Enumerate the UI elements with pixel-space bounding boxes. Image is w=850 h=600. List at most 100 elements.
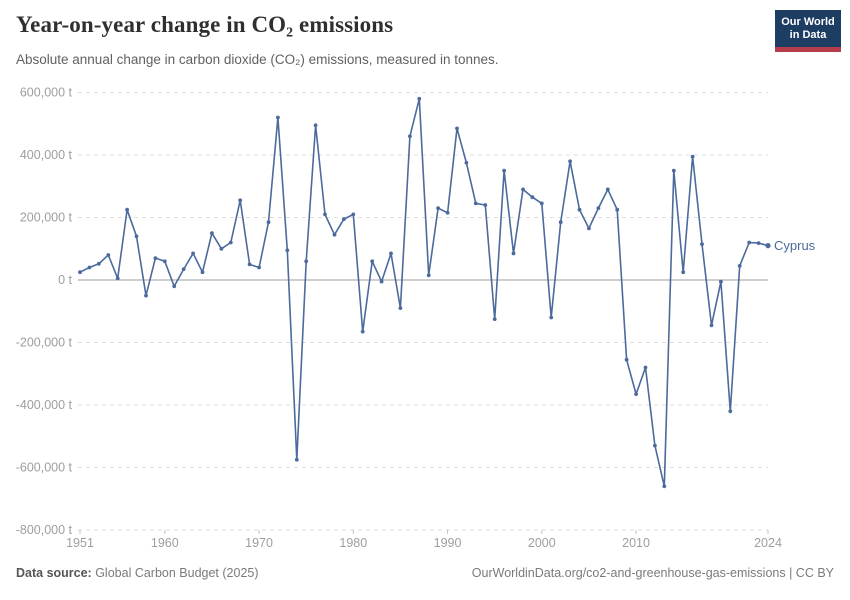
x-axis-tick-label: 1951 — [66, 536, 94, 550]
series-label-cyprus[interactable]: Cyprus — [774, 238, 816, 253]
data-point-marker — [473, 201, 478, 206]
data-point-marker — [605, 187, 610, 192]
data-point-marker — [737, 264, 742, 268]
data-point-marker — [492, 317, 497, 321]
x-axis-tick-label: 2010 — [622, 536, 650, 550]
data-point-marker — [276, 115, 280, 120]
data-point-marker — [455, 126, 459, 131]
data-point-marker — [643, 365, 648, 370]
x-axis-tick-label: 1980 — [339, 536, 367, 550]
y-axis-tick-label: -200,000 t — [16, 336, 73, 350]
owid-logo-line1: Our World — [781, 15, 835, 28]
data-point-marker — [398, 306, 403, 310]
data-point-marker — [624, 357, 629, 362]
data-point-marker — [756, 241, 761, 246]
data-point-marker — [106, 253, 111, 257]
data-point-marker — [219, 246, 224, 251]
data-point-marker — [313, 123, 318, 128]
data-point-marker — [417, 96, 422, 101]
data-point-marker — [568, 159, 572, 164]
data-point-marker — [445, 210, 450, 215]
data-point-marker — [360, 329, 365, 334]
attribution-link[interactable]: OurWorldinData.org/co2-and-greenhouse-ga… — [471, 566, 834, 580]
data-point-marker — [690, 154, 695, 159]
x-axis-tick-label: 2024 — [754, 536, 782, 550]
data-point-marker — [596, 206, 601, 211]
data-point-marker — [294, 457, 299, 462]
data-point-marker — [191, 251, 196, 256]
y-axis-tick-label: 400,000 t — [20, 148, 73, 162]
data-point-marker — [153, 256, 158, 260]
chart-subtitle: Absolute annual change in carbon dioxide… — [16, 52, 499, 67]
data-point-marker — [747, 240, 752, 245]
data-point-marker — [87, 265, 92, 270]
data-point-marker — [96, 261, 101, 266]
data-point-marker — [634, 392, 638, 396]
data-point-marker — [709, 323, 714, 328]
y-axis-tick-label: -800,000 t — [16, 523, 73, 537]
data-point-marker — [200, 270, 205, 275]
data-point-marker — [671, 168, 676, 173]
data-point-marker — [483, 203, 488, 207]
data-point-marker — [162, 259, 167, 264]
data-point-marker — [389, 251, 393, 256]
data-point-marker — [257, 265, 261, 270]
co2-change-line[interactable] — [79, 97, 769, 488]
data-point-marker — [210, 231, 214, 236]
data-point-marker — [653, 443, 657, 448]
data-point-marker — [304, 259, 309, 264]
x-axis-tick-label: 1970 — [245, 536, 273, 550]
data-point-marker — [247, 262, 252, 267]
data-point-marker — [266, 220, 271, 225]
data-source-label: Data source: — [16, 566, 92, 580]
data-point-marker — [342, 217, 346, 222]
data-point-marker — [521, 187, 525, 192]
data-point-marker — [577, 207, 582, 212]
y-axis-tick-label: 200,000 t — [20, 211, 73, 225]
data-point-marker — [700, 242, 704, 247]
owid-logo-line2: in Data — [789, 28, 827, 41]
x-axis-tick-label: 2000 — [528, 536, 556, 550]
data-point-marker — [238, 198, 243, 203]
data-point-marker — [134, 234, 139, 239]
x-axis-tick-label: 1990 — [434, 536, 462, 550]
chart-footer: Data source: Global Carbon Budget (2025)… — [16, 566, 834, 580]
page-title: Year-on-year change in CO₂ emissions — [16, 12, 394, 37]
data-point-marker — [426, 273, 431, 278]
data-point-marker — [681, 270, 686, 275]
data-point-marker — [728, 409, 733, 414]
y-axis-tick-label: 0 t — [58, 273, 72, 287]
data-point-marker — [549, 315, 554, 320]
data-point-marker — [511, 251, 516, 256]
data-point-marker — [115, 276, 120, 281]
x-axis-tick-label: 1960 — [151, 536, 179, 550]
data-point-marker — [539, 201, 544, 206]
data-point-marker — [144, 293, 148, 298]
data-point-marker — [502, 168, 506, 173]
data-point-marker — [125, 207, 129, 212]
data-point-marker — [172, 284, 177, 289]
data-point-marker — [181, 267, 186, 271]
data-point-marker — [587, 226, 591, 231]
y-axis-tick-label: 600,000 t — [20, 86, 73, 100]
y-axis-tick-label: -400,000 t — [16, 398, 73, 412]
data-point-marker — [436, 206, 440, 211]
data-point-marker — [228, 240, 233, 245]
data-point-marker — [351, 212, 356, 217]
data-point-marker — [379, 279, 384, 284]
series-end-dot — [765, 243, 771, 249]
data-point-marker — [464, 160, 469, 165]
data-point-marker — [370, 259, 375, 264]
data-point-marker — [530, 195, 535, 200]
data-point-marker — [323, 212, 327, 217]
data-point-marker — [662, 484, 667, 489]
data-point-marker — [719, 279, 723, 284]
data-point-marker — [285, 248, 290, 253]
line-chart-canvas[interactable]: 600,000 t 400,000 t 200,000 t 0 t -200,000 t… — [0, 78, 850, 560]
data-point-marker — [558, 220, 563, 225]
y-axis-tick-label: -600,000 t — [16, 461, 73, 475]
data-point-marker — [408, 134, 412, 139]
data-point-marker — [615, 207, 620, 212]
data-source-value: Global Carbon Budget (2025) — [91, 566, 259, 580]
